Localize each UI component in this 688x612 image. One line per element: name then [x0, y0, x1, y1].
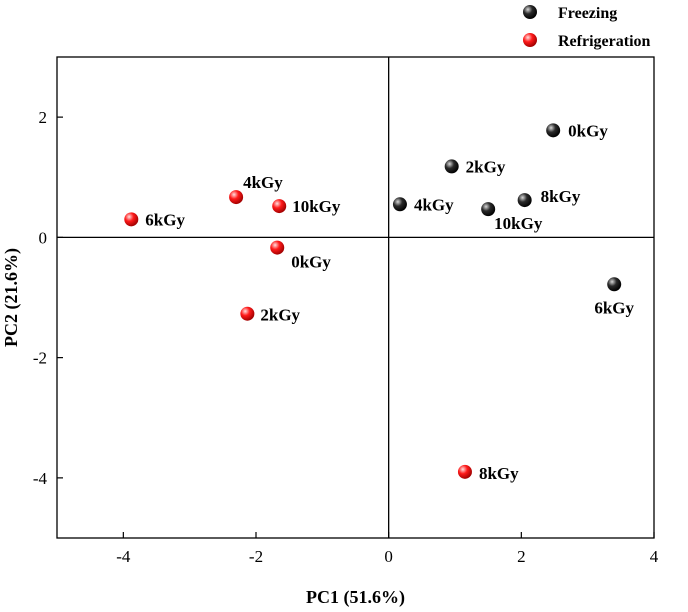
plot-frame — [56, 56, 655, 539]
y-tick-label: 2 — [39, 108, 48, 127]
data-point — [444, 159, 459, 174]
series-refrigeration: 0kGy 2kGy 4kGy 6kGy 8kGy 10kGy — [124, 173, 519, 483]
y-axis-title: PC2 (21.6%) — [1, 248, 22, 347]
data-label: 4kGy — [243, 173, 283, 192]
data-point — [124, 212, 139, 227]
y-tick-label: -2 — [33, 349, 47, 368]
data-label: 8kGy — [541, 187, 581, 206]
legend: Freezing Refrigeration — [523, 5, 651, 50]
legend-item-refrigeration: Refrigeration — [523, 33, 651, 50]
legend-label: Freezing — [558, 5, 617, 22]
x-tick-label: 4 — [650, 547, 659, 566]
y-tick-label: 0 — [39, 228, 48, 247]
data-label: 4kGy — [414, 195, 454, 214]
legend-marker — [523, 33, 537, 47]
data-label: 0kGy — [291, 253, 331, 272]
data-label: 6kGy — [145, 210, 185, 229]
x-axis-title: PC1 (51.6%) — [306, 587, 405, 608]
data-point — [392, 197, 407, 212]
data-label: 2kGy — [466, 157, 506, 176]
data-point — [272, 199, 287, 214]
y-tick-label: -4 — [33, 469, 48, 488]
x-tick-label: 0 — [384, 547, 393, 566]
data-point — [240, 306, 255, 321]
data-label: 6kGy — [594, 298, 634, 317]
data-label: 10kGy — [292, 197, 341, 216]
x-tick-label: -4 — [116, 547, 131, 566]
legend-marker — [523, 5, 537, 19]
legend-item-freezing: Freezing — [523, 5, 617, 22]
data-point — [607, 277, 622, 292]
data-label: 0kGy — [568, 121, 608, 140]
x-tick-label: -2 — [249, 547, 263, 566]
data-label: 8kGy — [479, 464, 519, 483]
reference-lines — [57, 57, 654, 538]
legend-label: Refrigeration — [558, 33, 651, 50]
data-label: 2kGy — [260, 306, 300, 325]
data-point — [517, 193, 532, 208]
data-point — [270, 240, 285, 255]
data-point — [481, 202, 496, 217]
series-freezing: 0kGy 2kGy 4kGy 6kGy 8kGy 10kGy — [392, 121, 635, 317]
data-label: 10kGy — [494, 214, 543, 233]
y-axis: 2 0 -2 -4 — [33, 108, 63, 488]
data-points: 0kGy 2kGy 4kGy 6kGy 8kGy 10kGy 0kGy 2kGy 4kGy 6kG… — [124, 121, 635, 483]
x-axis: -4 -2 0 2 4 — [116, 532, 659, 566]
data-point — [546, 123, 561, 138]
data-point — [457, 464, 472, 479]
data-point — [229, 190, 244, 205]
x-tick-label: 2 — [517, 547, 526, 566]
